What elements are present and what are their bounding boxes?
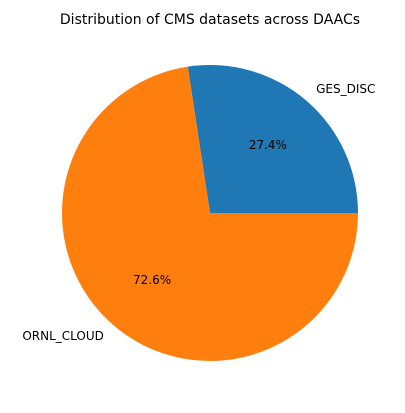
chart-title: Distribution of CMS datasets across DAAC… — [60, 12, 360, 28]
slice-percent-ornl-cloud: 72.6% — [133, 273, 171, 287]
pie-slice-ornl-cloud — [62, 66, 358, 362]
slice-label-ornl-cloud: ORNL_CLOUD — [22, 329, 104, 343]
pie-slices — [62, 65, 358, 362]
pie-labels: GES_DISC 27.4% ORNL_CLOUD 72.6% — [22, 82, 375, 343]
slice-percent-ges-disc: 27.4% — [249, 138, 287, 152]
pie-slice-ges-disc — [187, 65, 358, 213]
slice-label-ges-disc: GES_DISC — [316, 82, 375, 96]
